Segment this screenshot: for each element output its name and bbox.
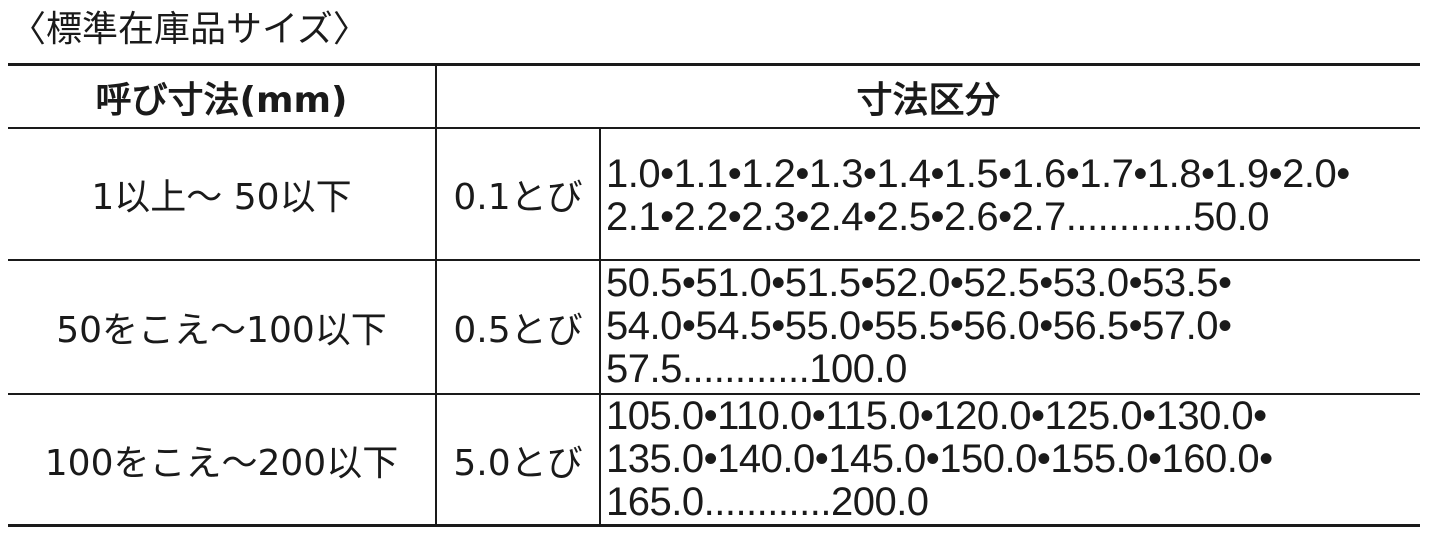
step-cell: 0.1とび bbox=[453, 177, 583, 218]
values-line: 1.0•1.1•1.2•1.3•1.4•1.5•1.6•1.7•1.8•1.9•… bbox=[606, 152, 1350, 196]
header-size-division: 寸法区分 bbox=[856, 79, 1001, 121]
range-cell: 100をこえ～200以下 bbox=[44, 442, 399, 484]
values-line: 50.5•51.0•51.5•52.0•52.5•53.0•53.5• bbox=[606, 261, 1232, 305]
values-line: 135.0•140.0•145.0•150.0•155.0•160.0• bbox=[606, 437, 1273, 481]
values-line: 2.1•2.2•2.3•2.4•2.5•2.6•2.7............5… bbox=[606, 195, 1269, 239]
values-line: 105.0•110.0•115.0•120.0•125.0•130.0• bbox=[606, 394, 1267, 438]
values-line: 57.5............100.0 bbox=[606, 347, 907, 391]
step-cell: 5.0とび bbox=[453, 442, 583, 484]
values-cell: 105.0•110.0•115.0•120.0•125.0•130.0• 135… bbox=[606, 395, 1273, 524]
header-divider bbox=[8, 127, 1420, 129]
row-divider bbox=[8, 259, 1420, 261]
column-divider bbox=[599, 128, 601, 525]
row-divider bbox=[8, 393, 1420, 395]
column-divider bbox=[435, 65, 437, 525]
table-top-rule bbox=[8, 63, 1420, 66]
values-line: 54.0•54.5•55.0•55.5•56.0•56.5•57.0• bbox=[606, 304, 1232, 348]
values-cell: 50.5•51.0•51.5•52.0•52.5•53.0•53.5• 54.0… bbox=[606, 262, 1232, 391]
header-nominal-size: 呼び寸法(mm) bbox=[95, 79, 348, 121]
range-cell: 1以上～ 50以下 bbox=[91, 177, 352, 218]
table-caption: 〈標準在庫品サイズ〉 bbox=[10, 9, 369, 50]
range-cell: 50をこえ～100以下 bbox=[56, 310, 387, 351]
table-bottom-rule bbox=[8, 524, 1420, 527]
values-cell: 1.0•1.1•1.2•1.3•1.4•1.5•1.6•1.7•1.8•1.9•… bbox=[606, 153, 1350, 239]
values-line: 165.0............200.0 bbox=[606, 480, 929, 524]
step-cell: 0.5とび bbox=[453, 310, 583, 351]
